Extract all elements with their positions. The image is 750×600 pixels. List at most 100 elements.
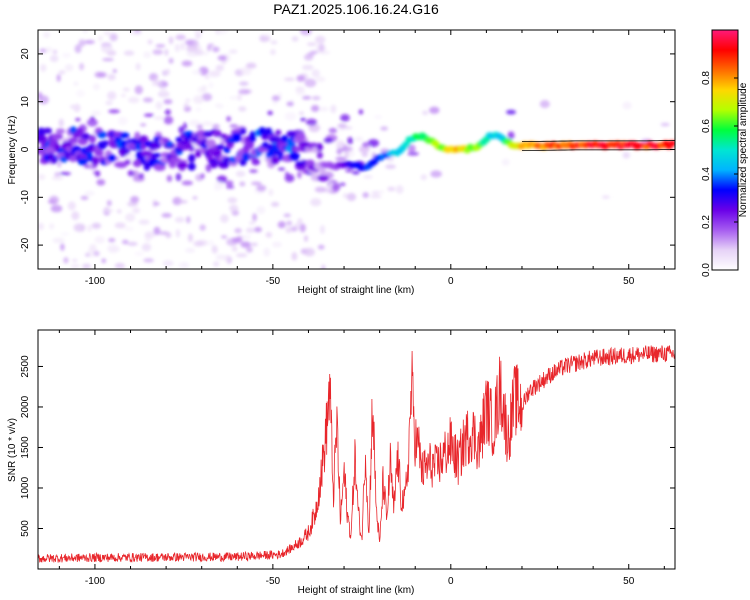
heatmap-cell bbox=[200, 173, 205, 179]
heatmap-cell bbox=[188, 119, 201, 127]
heatmap-cell bbox=[91, 222, 102, 229]
heatmap-cell bbox=[256, 206, 266, 215]
heatmap-cell bbox=[78, 39, 86, 47]
colorbar-ticks: 0.0 0.2 0.4 0.6 0.8 bbox=[701, 71, 738, 277]
heatmap-cell bbox=[286, 220, 293, 226]
heatmap-cell bbox=[90, 115, 95, 121]
heatmap-cell bbox=[185, 248, 196, 253]
heatmap-cell bbox=[295, 86, 305, 93]
heatmap-cell bbox=[335, 156, 348, 161]
heatmap-cell bbox=[178, 126, 185, 134]
heatmap-cell bbox=[94, 236, 105, 244]
heatmap-cell bbox=[102, 58, 114, 62]
heatmap-cell bbox=[318, 106, 329, 112]
heatmap-cell bbox=[387, 186, 396, 192]
heatmap-cell bbox=[314, 198, 320, 206]
heatmap-cell bbox=[162, 260, 174, 267]
colorbar-label: Normalized spectral amplitude bbox=[738, 82, 749, 217]
heatmap-cell bbox=[297, 171, 302, 179]
heatmap-cell bbox=[181, 180, 194, 186]
heatmap-cell bbox=[143, 113, 154, 117]
heatmap-cell bbox=[291, 36, 299, 42]
y-tick-label: -20 bbox=[20, 237, 31, 252]
heatmap-cell bbox=[153, 226, 161, 236]
heatmap-cell bbox=[164, 109, 171, 116]
heatmap-cell bbox=[124, 159, 131, 165]
x-tick-label: 0 bbox=[448, 276, 454, 287]
heatmap-cell bbox=[64, 64, 74, 72]
heatmap-cell bbox=[143, 258, 154, 263]
heatmap-cell bbox=[109, 33, 118, 42]
snr-ticks: -100 -50 0 50 500 1000 1500 2000 2500 bbox=[20, 330, 675, 587]
heatmap-cell bbox=[317, 244, 325, 250]
heatmap-cell bbox=[155, 44, 166, 48]
heatmap-cell bbox=[207, 148, 215, 157]
heatmap-cell bbox=[268, 188, 274, 196]
colorbar-tick-label: 0.6 bbox=[701, 119, 712, 133]
heatmap-cell bbox=[132, 207, 141, 214]
heatmap-cell bbox=[347, 136, 354, 145]
heatmap-cell bbox=[303, 235, 309, 242]
heatmap-cell bbox=[94, 71, 104, 78]
ridge-envelope-top bbox=[521, 140, 675, 142]
heatmap-cell bbox=[63, 257, 69, 264]
heatmap-cell bbox=[371, 190, 381, 195]
snr-line bbox=[38, 345, 675, 564]
heatmap-cell bbox=[186, 216, 191, 224]
x-tick-label: -100 bbox=[85, 576, 105, 587]
heatmap-cell bbox=[240, 241, 251, 248]
heatmap-cell bbox=[229, 204, 239, 212]
heatmap-cell bbox=[135, 62, 141, 71]
heatmap-cell bbox=[336, 139, 345, 148]
heatmap-cell bbox=[668, 140, 675, 147]
colorbar-gradient bbox=[712, 30, 738, 270]
heatmap-cell bbox=[87, 224, 92, 232]
heatmap-cell bbox=[241, 152, 251, 161]
heatmap-cell bbox=[275, 129, 282, 136]
heatmap-cell bbox=[380, 126, 389, 131]
heatmap-cell bbox=[187, 162, 196, 171]
heatmap-cell bbox=[143, 51, 151, 59]
heatmap-cell bbox=[178, 261, 190, 269]
heatmap-cell bbox=[140, 123, 147, 127]
heatmap-cell bbox=[226, 116, 231, 122]
heatmap-cell bbox=[245, 227, 256, 233]
y-tick-label: 2500 bbox=[20, 355, 31, 378]
heatmap-cell bbox=[122, 239, 129, 245]
heatmap-cell bbox=[93, 250, 100, 257]
heatmap-cell bbox=[185, 142, 193, 150]
heatmap-cell bbox=[270, 40, 278, 45]
heatmap-cell bbox=[395, 185, 404, 194]
heatmap-cell bbox=[134, 85, 143, 95]
heatmap-cell bbox=[303, 247, 315, 257]
heatmap-cell bbox=[60, 232, 70, 236]
heatmap-cell bbox=[270, 155, 280, 165]
heatmap-cell bbox=[43, 127, 53, 134]
heatmap-ridge bbox=[521, 140, 675, 151]
heatmap-cell bbox=[402, 141, 411, 148]
heatmap-cell bbox=[67, 201, 76, 211]
heatmap-cell bbox=[187, 233, 193, 243]
heatmap-frame bbox=[37, 29, 676, 270]
heatmap-cell bbox=[55, 128, 66, 135]
heatmap-cell bbox=[205, 163, 212, 173]
heatmap-cell bbox=[84, 253, 90, 257]
snr-y-label: SNR (10 * v/v) bbox=[7, 418, 18, 482]
heatmap-cell bbox=[267, 110, 273, 116]
heatmap-cell bbox=[164, 48, 169, 56]
heatmap-cell bbox=[225, 180, 234, 187]
heatmap-cell bbox=[251, 158, 261, 166]
heatmap-cell bbox=[123, 50, 135, 56]
heatmap-x-label: Height of straight line (km) bbox=[298, 285, 415, 296]
heatmap-cell bbox=[40, 64, 47, 72]
heatmap-cell bbox=[144, 231, 156, 239]
heatmap-cell bbox=[84, 190, 95, 196]
heatmap-cell bbox=[138, 219, 150, 225]
heatmap-cell bbox=[77, 157, 89, 166]
heatmap-cell bbox=[155, 101, 163, 110]
heatmap-cell bbox=[286, 130, 296, 137]
colorbar: 0.0 0.2 0.4 0.6 0.8 Normalized spectral ampl… bbox=[701, 29, 749, 277]
heatmap-cell bbox=[76, 127, 83, 136]
heatmap-cell bbox=[216, 144, 225, 150]
heatmap-cell bbox=[220, 235, 228, 239]
